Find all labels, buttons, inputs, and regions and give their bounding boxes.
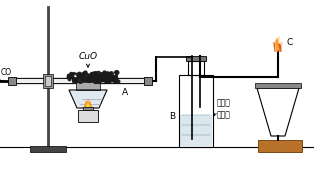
Text: 澄清的
石灰水: 澄清的 石灰水 bbox=[217, 98, 231, 120]
Bar bbox=[30, 146, 66, 152]
Text: A: A bbox=[122, 89, 128, 98]
Bar bbox=[188, 61, 204, 75]
Bar bbox=[144, 77, 152, 85]
Text: B: B bbox=[169, 113, 175, 122]
Bar bbox=[43, 74, 53, 88]
Bar bbox=[255, 83, 301, 88]
Bar bbox=[180, 115, 212, 146]
Polygon shape bbox=[86, 103, 90, 107]
Bar bbox=[78, 110, 98, 122]
Bar bbox=[179, 75, 213, 147]
Text: C: C bbox=[286, 38, 292, 47]
Polygon shape bbox=[70, 91, 106, 107]
Polygon shape bbox=[84, 98, 92, 107]
Text: CuO: CuO bbox=[78, 52, 98, 61]
Bar bbox=[258, 140, 302, 152]
Bar bbox=[186, 56, 206, 61]
Bar bbox=[45, 76, 51, 86]
Bar bbox=[83, 107, 93, 110]
Bar bbox=[8, 77, 16, 85]
Bar bbox=[76, 82, 100, 90]
Text: CO: CO bbox=[1, 68, 12, 77]
